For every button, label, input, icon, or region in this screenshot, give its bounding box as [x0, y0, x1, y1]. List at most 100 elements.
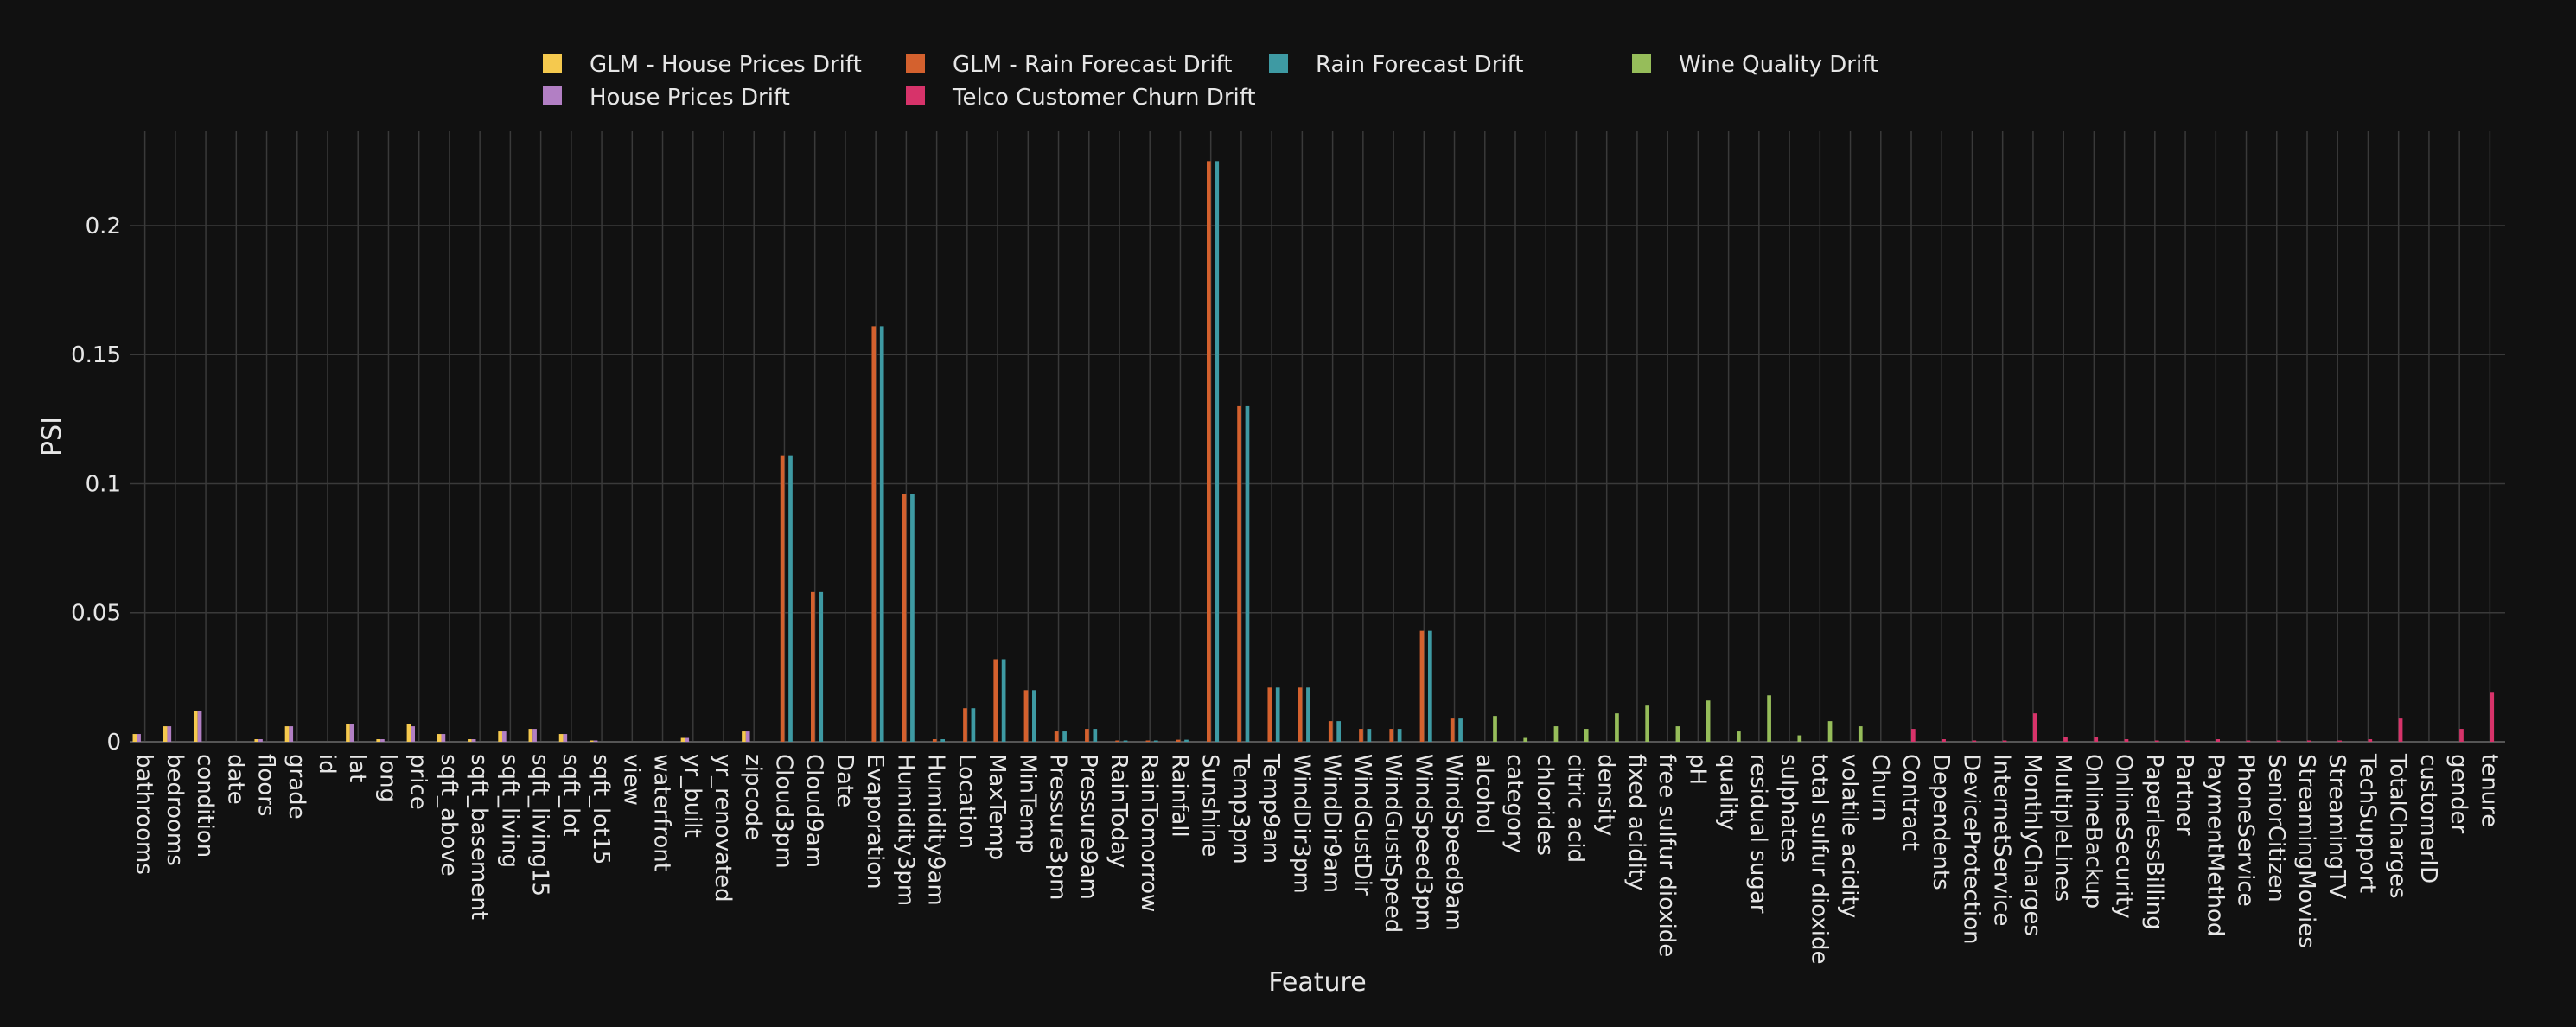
x-tick-label: Cloud9am [801, 754, 827, 868]
x-tick-label: Sunshine [1197, 754, 1223, 857]
x-tick-label: Humidity9am [923, 754, 949, 906]
bar-house-prices-drift-condition [197, 711, 202, 742]
x-tick-label: id [314, 754, 340, 775]
legend[interactable]: GLM - House Prices Drift GLM - Rain Forec… [543, 52, 1878, 111]
x-tick-label: TotalCharges [2385, 753, 2411, 899]
x-tick-label: SeniorCitizen [2263, 754, 2289, 903]
x-tick-label: Contract [1897, 754, 1923, 851]
x-tick-label: citric acid [1562, 754, 1588, 863]
x-tick-label: waterfront [649, 754, 675, 871]
x-tick-label: Temp9am [1258, 753, 1284, 864]
y-tick-label: 0.15 [71, 342, 121, 368]
bar-house-prices-drift-sqft-above [441, 734, 446, 742]
bar-glm-rain-forecast-drift-temp9am [1267, 687, 1272, 742]
legend-item-glm-rain-forecast-drift[interactable]: GLM - Rain Forecast Drift [906, 52, 1232, 78]
bar-telco-customer-churn-drift-paperlessbilling [2154, 740, 2159, 742]
x-tick-label: OnlineBackup [2080, 754, 2106, 909]
x-tick-label: lat [344, 754, 370, 782]
x-tick-label: pH [1684, 754, 1710, 785]
bar-telco-customer-churn-drift-partner [2185, 740, 2190, 742]
x-tick-label: StreamingTV [2324, 754, 2350, 899]
x-tick-label: PaperlessBilling [2141, 754, 2167, 930]
legend-item-house-prices-drift[interactable]: House Prices Drift [543, 85, 790, 111]
bar-glm-rain-forecast-drift-maxtemp [993, 659, 998, 742]
bar-glm-house-prices-drift-lat [346, 724, 350, 742]
x-tick-label: MonthlyCharges [2019, 754, 2045, 936]
bar-telco-customer-churn-drift-seniorcitizen [2276, 740, 2281, 742]
bar-glm-rain-forecast-drift-cloud3pm [780, 455, 785, 742]
bar-rain-forecast-drift-windgustspeed [1397, 729, 1402, 742]
bar-rain-forecast-drift-pressure9am [1093, 729, 1098, 742]
x-tick-label: sqft_living15 [527, 754, 553, 896]
bar-glm-rain-forecast-drift-windgustspeed [1389, 729, 1394, 742]
bar-house-prices-drift-price [411, 726, 415, 742]
x-tick-label: StreamingMovies [2293, 754, 2319, 948]
bar-house-prices-drift-zipcode [745, 731, 750, 742]
bar-wine-quality-drift-sulphates [1797, 735, 1802, 742]
bar-glm-house-prices-drift-bedrooms [163, 726, 168, 742]
bar-telco-customer-churn-drift-techsupport [2368, 739, 2373, 742]
x-tick-label: alcohol [1471, 754, 1497, 834]
legend-label: GLM - Rain Forecast Drift [953, 52, 1232, 78]
bar-telco-customer-churn-drift-onlinebackup [2094, 737, 2099, 742]
bar-house-prices-drift-sqft-lot [563, 734, 568, 742]
bar-wine-quality-drift-free-sulfur-dioxide [1675, 726, 1680, 742]
bar-rain-forecast-drift-winddir3pm [1306, 687, 1310, 742]
x-tick-label: OnlineSecurity [2111, 754, 2137, 919]
bar-glm-house-prices-drift-floors [254, 739, 259, 742]
legend-item-rain-forecast-drift[interactable]: Rain Forecast Drift [1269, 52, 1524, 78]
x-tick-label: long [374, 754, 400, 802]
x-tick-label: MultipleLines [2050, 754, 2075, 902]
x-tick-label: bathrooms [131, 754, 157, 875]
x-tick-label: volatile acidity [1837, 754, 1863, 918]
x-tick-label: Date [832, 754, 858, 807]
x-tick-label: TechSupport [2354, 753, 2380, 893]
y-axis-ticks: 0 0.05 0.1 0.15 0.2 [71, 214, 121, 756]
bar-wine-quality-drift-alcohol [1493, 716, 1497, 742]
bar-glm-house-prices-drift-sqft-above [437, 734, 442, 742]
bar-rain-forecast-drift-temp3pm [1245, 405, 1250, 742]
bar-glm-rain-forecast-drift-cloud9am [810, 591, 815, 742]
x-tick-label: sqft_basement [466, 754, 492, 920]
x-tick-label: grade [284, 754, 309, 820]
bar-rain-forecast-drift-temp9am [1275, 687, 1280, 742]
bar-glm-house-prices-drift-grade [284, 726, 290, 742]
x-tick-label: Humidity3pm [892, 754, 918, 906]
x-tick-label: RainToday [1106, 754, 1132, 868]
legend-swatch [543, 86, 562, 105]
x-tick-label: WindSpeed3pm [1410, 754, 1436, 931]
bar-wine-quality-drift-fixed-acidity [1645, 705, 1650, 742]
bar-telco-customer-churn-drift-tenure [2490, 692, 2495, 742]
bar-rain-forecast-drift-windgustdir [1367, 729, 1372, 742]
y-tick-label: 0.1 [86, 471, 121, 497]
bar-rain-forecast-drift-humidity3pm [910, 494, 915, 742]
bar-rain-forecast-drift-location [971, 708, 976, 742]
x-tick-label: Temp3pm [1227, 753, 1253, 864]
bar-glm-rain-forecast-drift-location [963, 708, 967, 742]
x-tick-label: Partner [2171, 754, 2197, 836]
y-tick-label: 0.05 [71, 601, 121, 627]
x-tick-label: PhoneService [2233, 754, 2259, 907]
x-tick-label: Rainfall [1166, 754, 1192, 838]
bar-wine-quality-drift-citric-acid [1584, 729, 1589, 742]
legend-item-wine-quality-drift[interactable]: Wine Quality Drift [1632, 52, 1878, 78]
legend-item-telco-customer-churn-drift[interactable]: Telco Customer Churn Drift [906, 85, 1256, 111]
x-tick-label: tenure [2476, 754, 2502, 827]
bar-rain-forecast-drift-evaporation [879, 326, 884, 742]
bar-wine-quality-drift-volatile-acidity [1858, 726, 1863, 742]
x-tick-label: quality [1715, 754, 1741, 831]
bar-rain-forecast-drift-sunshine [1215, 161, 1220, 742]
x-tick-label: yr_built [679, 754, 705, 838]
legend-item-glm-house-prices-drift[interactable]: GLM - House Prices Drift [543, 52, 862, 78]
bar-telco-customer-churn-drift-onlinesecurity [2124, 739, 2129, 742]
bar-house-prices-drift-yr-built [685, 737, 690, 742]
x-tick-label: Churn [1867, 754, 1893, 821]
x-tick-label: customerID [2415, 754, 2441, 883]
bar-glm-rain-forecast-drift-evaporation [871, 326, 877, 742]
bar-telco-customer-churn-drift-gender [2459, 729, 2464, 742]
x-tick-label: sqft_lot [558, 754, 583, 836]
bar-wine-quality-drift-ph [1706, 700, 1711, 742]
x-tick-label: condition [192, 754, 218, 858]
x-axis-title: Feature [1268, 967, 1366, 998]
bar-glm-rain-forecast-drift-humidity3pm [902, 494, 907, 742]
